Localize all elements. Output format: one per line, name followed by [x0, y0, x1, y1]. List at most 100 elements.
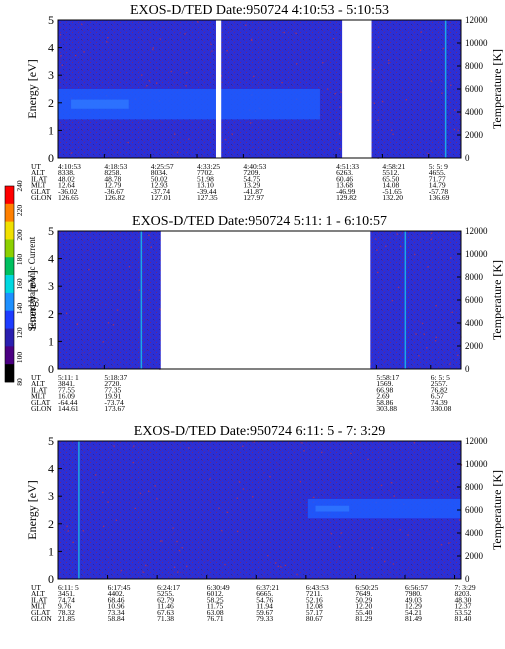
orbit-cell: 62.79: [157, 595, 174, 604]
noise-dot: [426, 557, 428, 560]
orbit-cell: 71.77: [429, 174, 446, 183]
orbit-cell: 5512.: [382, 168, 399, 177]
orbit-cell: 12.29: [405, 602, 422, 611]
y-right-tick-label: 10000: [465, 459, 488, 469]
noise-dot: [457, 128, 459, 130]
orbit-cell: 50.29: [355, 595, 372, 604]
noise-dot: [253, 75, 255, 78]
noise-dot: [388, 490, 390, 492]
noise-dot: [253, 441, 256, 443]
noise-dot: [152, 48, 154, 51]
noise-dot: [170, 70, 172, 73]
noise-dot: [197, 79, 199, 82]
colorbar-frame: [4, 185, 15, 383]
orbit-cell: 4:40:53: [243, 162, 266, 171]
orbit-row-label: UT: [31, 373, 41, 382]
noise-dot: [206, 560, 209, 562]
noise-dot: [330, 486, 332, 488]
noise-dot: [142, 571, 144, 573]
noise-dot: [257, 28, 259, 31]
noise-dot: [325, 60, 327, 62]
y-right-tick-label: 10000: [465, 249, 488, 259]
noise-dot: [58, 232, 60, 235]
orbit-cell: 48.30: [455, 595, 472, 604]
noise-dot: [150, 246, 153, 248]
y-tick-label: 0: [48, 362, 54, 376]
noise-dot: [207, 450, 210, 452]
orbit-cell: 12.37: [455, 602, 472, 611]
orbit-cell: 6:43:53: [306, 583, 329, 592]
orbit-cell: 13.10: [197, 181, 214, 190]
noise-dot: [156, 498, 158, 500]
noise-dot: [342, 498, 345, 500]
orbit-cell: 78.32: [58, 608, 75, 617]
orbit-cell: 4402.: [108, 589, 125, 598]
orbit-cell: 6:37:21: [256, 583, 279, 592]
noise-dot: [141, 74, 143, 76]
noise-dot: [246, 489, 249, 492]
orbit-row-label: ILAT: [31, 385, 48, 394]
orbit-cell: 63.08: [207, 608, 224, 617]
noise-dot: [115, 134, 117, 136]
noise-dot: [419, 49, 422, 51]
noise-dot: [201, 155, 203, 158]
orbit-cell: 10.96: [108, 602, 125, 611]
noise-dot: [388, 62, 390, 64]
y-right-tick-label: 0: [465, 153, 470, 163]
noise-dot: [350, 452, 352, 455]
noise-dot: [385, 548, 387, 550]
orbit-cell: 55.40: [355, 608, 372, 617]
panel-title: EXOS-D/TED Date:950724 6:11: 5 - 7: 3:29: [134, 424, 385, 439]
noise-dot: [321, 451, 323, 454]
data-gap: [342, 20, 372, 158]
noise-dot: [161, 540, 163, 542]
noise-dot: [396, 576, 398, 578]
colorbar-tick-label: 80: [15, 378, 24, 386]
noise-dot: [67, 530, 69, 532]
orbit-cell: 9.76: [58, 602, 71, 611]
colorbar-segment: [5, 364, 14, 383]
noise-dot: [154, 549, 156, 551]
noise-dot: [156, 82, 158, 84]
noise-dot: [407, 534, 409, 536]
noise-dot: [449, 113, 451, 115]
orbit-cell: 129.82: [336, 193, 357, 202]
noise-dot: [453, 128, 455, 131]
noise-dot: [319, 489, 322, 492]
noise-dot: [373, 491, 375, 493]
noise-dot: [216, 455, 219, 458]
noise-dot: [256, 83, 259, 86]
orbit-cell: 79.33: [256, 614, 273, 623]
noise-dot: [392, 563, 395, 565]
y-right-tick-label: 4000: [465, 528, 484, 538]
noise-dot: [399, 245, 402, 248]
orbit-cell: 58.25: [207, 595, 224, 604]
noise-dot: [188, 138, 190, 140]
orbit-cell: 4655.: [429, 168, 446, 177]
orbit-cell: 77.55: [58, 385, 75, 394]
noise-dot: [139, 37, 141, 39]
orbit-cell: 52.16: [306, 595, 323, 604]
orbit-cell: 73.34: [108, 608, 125, 617]
noise-dot: [104, 131, 106, 134]
noise-dot: [263, 577, 265, 579]
noise-dot: [376, 249, 378, 251]
orbit-cell: 7702.: [197, 168, 214, 177]
noise-dot: [388, 571, 390, 573]
noise-dot: [65, 312, 68, 315]
noise-dot: [133, 445, 135, 447]
orbit-cell: 13.68: [336, 181, 353, 190]
orbit-table: UTALTILATMLTGLATGLON4:10:538338.48.0212.…: [31, 162, 450, 202]
orbit-cell: 3841.: [58, 379, 75, 388]
orbit-row-label: GLAT: [31, 187, 51, 196]
noise-dot: [152, 47, 154, 49]
noise-dot: [269, 475, 271, 478]
noise-dot: [223, 501, 226, 504]
noise-dot: [338, 546, 341, 548]
noise-dot: [236, 497, 239, 499]
noise-dot: [253, 146, 255, 148]
colorbar-segment: [5, 239, 14, 258]
noise-dot: [283, 31, 285, 34]
noise-dot: [134, 571, 137, 573]
noise-dot: [284, 564, 287, 567]
